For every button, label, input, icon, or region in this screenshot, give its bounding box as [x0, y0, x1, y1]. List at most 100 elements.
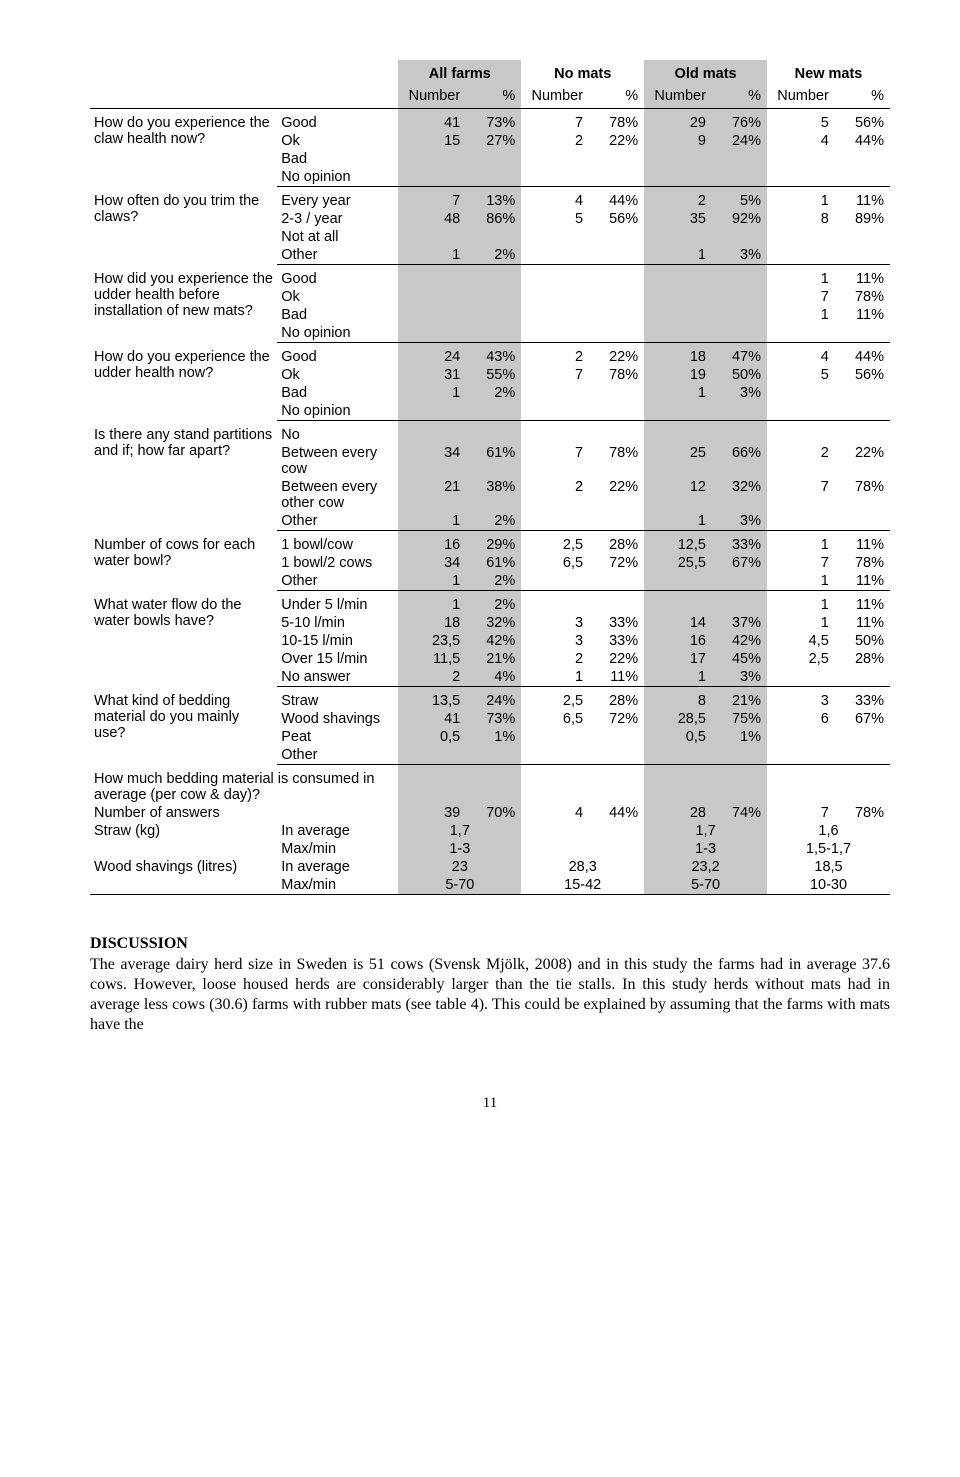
- table-cell: 4: [521, 804, 589, 822]
- table-cell: 67%: [835, 710, 890, 728]
- table-cell: 34: [398, 554, 466, 572]
- table-row: Number of cows for each water bowl?1 bow…: [90, 531, 890, 555]
- table-cell: [466, 324, 521, 343]
- table-row: How often do you trim the claws?Every ye…: [90, 187, 890, 211]
- table-cell: [466, 746, 521, 765]
- table-cell: 1: [398, 572, 466, 591]
- table-cell: 13,5: [398, 687, 466, 711]
- table-cell: 31: [398, 366, 466, 384]
- table-cell: 78%: [589, 366, 644, 384]
- table-cell: 55%: [466, 366, 521, 384]
- table-row: What kind of bedding material do you mai…: [90, 687, 890, 711]
- table-cell: 11%: [835, 531, 890, 555]
- table-cell: 50%: [712, 366, 767, 384]
- question-cell: Wood shavings (litres): [90, 858, 277, 876]
- table-cell: [398, 150, 466, 168]
- page-number: 11: [90, 1095, 890, 1112]
- table-cell: 33%: [589, 632, 644, 650]
- answer-cell: 5-10 l/min: [277, 614, 398, 632]
- survey-table: All farms No mats Old mats New mats Numb…: [90, 60, 890, 895]
- col-nomats: No mats: [521, 60, 644, 86]
- table-cell: [398, 746, 466, 765]
- table-cell: [521, 288, 589, 306]
- answer-cell: No answer: [277, 668, 398, 687]
- table-cell: 3%: [712, 246, 767, 265]
- table-cell: 6,5: [521, 710, 589, 728]
- table-cell: [589, 421, 644, 445]
- table-cell: 2: [398, 668, 466, 687]
- table-cell: 7: [767, 804, 835, 822]
- table-row: Is there any stand partitions and if; ho…: [90, 421, 890, 445]
- table-cell: [644, 324, 712, 343]
- table-cell: [644, 591, 712, 615]
- table-cell: 2%: [466, 246, 521, 265]
- table-cell: 1-3: [398, 840, 521, 858]
- table-cell: 32%: [466, 614, 521, 632]
- table-cell: 38%: [466, 478, 521, 512]
- table-cell: [589, 246, 644, 265]
- table-cell: 56%: [589, 210, 644, 228]
- table-cell: 10-30: [767, 876, 890, 895]
- question-cell: Straw (kg): [90, 822, 277, 840]
- table-cell: 0,5: [644, 728, 712, 746]
- table-cell: [767, 228, 835, 246]
- table-cell: 9: [644, 132, 712, 150]
- table-cell: 67%: [712, 554, 767, 572]
- table-cell: [466, 228, 521, 246]
- table-cell: 28,5: [644, 710, 712, 728]
- table-cell: 42%: [712, 632, 767, 650]
- table-cell: 1: [398, 591, 466, 615]
- table-cell: 1: [767, 306, 835, 324]
- table-cell: 5%: [712, 187, 767, 211]
- table-cell: 28,3: [521, 858, 644, 876]
- table-cell: 78%: [835, 478, 890, 512]
- table-cell: [466, 265, 521, 289]
- table-cell: [644, 306, 712, 324]
- table-cell: 1,7: [398, 822, 521, 840]
- table-cell: 2%: [466, 572, 521, 591]
- table-cell: [767, 324, 835, 343]
- table-cell: [644, 168, 712, 187]
- table-cell: 11%: [835, 572, 890, 591]
- table-cell: 22%: [589, 343, 644, 367]
- table-cell: 44%: [835, 132, 890, 150]
- table-cell: 2,5: [767, 650, 835, 668]
- table-cell: [767, 512, 835, 531]
- table-cell: 41: [398, 109, 466, 133]
- table-cell: 4%: [466, 668, 521, 687]
- table-cell: 73%: [466, 710, 521, 728]
- answer-cell: Ok: [277, 132, 398, 150]
- answer-cell: In average: [277, 822, 398, 840]
- table-cell: 1: [767, 614, 835, 632]
- answer-cell: Good: [277, 109, 398, 133]
- question-cell: Number of cows for each water bowl?: [90, 531, 277, 591]
- table-cell: [398, 421, 466, 445]
- table-row: How much bedding material is consumed in…: [90, 765, 890, 805]
- answer-cell: 1 bowl/cow: [277, 531, 398, 555]
- table-cell: 34: [398, 444, 466, 478]
- table-cell: 7: [398, 187, 466, 211]
- table-cell: [712, 265, 767, 289]
- table-cell: [712, 228, 767, 246]
- table-cell: [835, 746, 890, 765]
- table-cell: 18,5: [767, 858, 890, 876]
- table-cell: [644, 402, 712, 421]
- table-cell: 44%: [589, 187, 644, 211]
- answer-cell: 2-3 / year: [277, 210, 398, 228]
- answer-cell: Not at all: [277, 228, 398, 246]
- table-row: What water flow do the water bowls have?…: [90, 591, 890, 615]
- table-cell: [466, 168, 521, 187]
- table-cell: 2%: [466, 384, 521, 402]
- answer-cell: Peat: [277, 728, 398, 746]
- table-row: Max/min5-7015-425-7010-30: [90, 876, 890, 895]
- table-cell: [767, 402, 835, 421]
- table-cell: 7: [767, 288, 835, 306]
- table-cell: 1: [767, 591, 835, 615]
- table-cell: 5-70: [398, 876, 521, 895]
- answer-cell: Other: [277, 746, 398, 765]
- table-cell: 1: [644, 512, 712, 531]
- table-cell: 22%: [589, 650, 644, 668]
- table-cell: 3%: [712, 512, 767, 531]
- table-cell: [466, 402, 521, 421]
- table-cell: [521, 168, 589, 187]
